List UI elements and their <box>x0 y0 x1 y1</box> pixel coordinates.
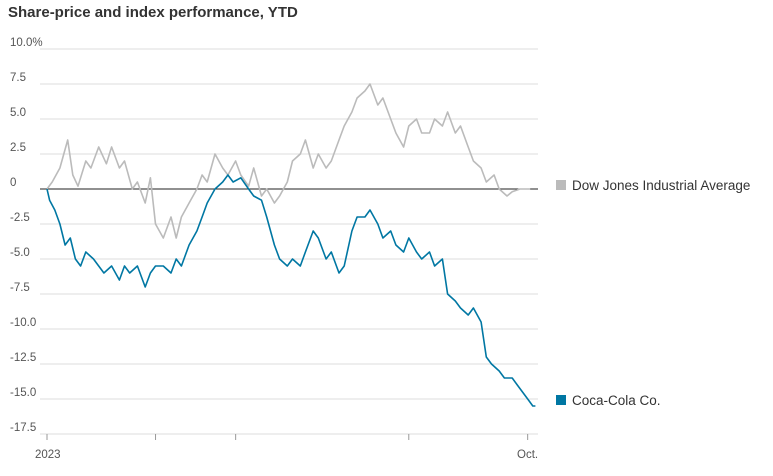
coca-cola-line <box>46 174 536 407</box>
y-tick-label: -17.5 <box>10 422 36 434</box>
y-tick-label: 0 <box>10 177 16 189</box>
legend-swatch <box>556 395 566 405</box>
y-tick-label: -7.5 <box>10 282 30 294</box>
y-tick-label: 10.0% <box>10 37 43 49</box>
chart-title: Share-price and index performance, YTD <box>8 4 298 21</box>
y-tick-label: 7.5 <box>10 72 26 84</box>
y-tick-label: -12.5 <box>10 352 36 364</box>
y-tick-label: -2.5 <box>10 212 30 224</box>
y-tick-label: -15.0 <box>10 387 36 399</box>
y-tick-label: -10.0 <box>10 317 36 329</box>
x-tick-label: 2023 <box>35 449 61 461</box>
legend-label: Coca-Cola Co. <box>572 393 661 408</box>
y-tick-label: 5.0 <box>10 107 26 119</box>
legend-swatch <box>556 180 566 190</box>
y-tick-label: 2.5 <box>10 142 26 154</box>
y-tick-label: -5.0 <box>10 247 30 259</box>
legend-label: Dow Jones Industrial Average <box>572 178 750 193</box>
x-tick-label: Oct. <box>517 449 538 461</box>
dow-jones-line <box>46 83 531 239</box>
